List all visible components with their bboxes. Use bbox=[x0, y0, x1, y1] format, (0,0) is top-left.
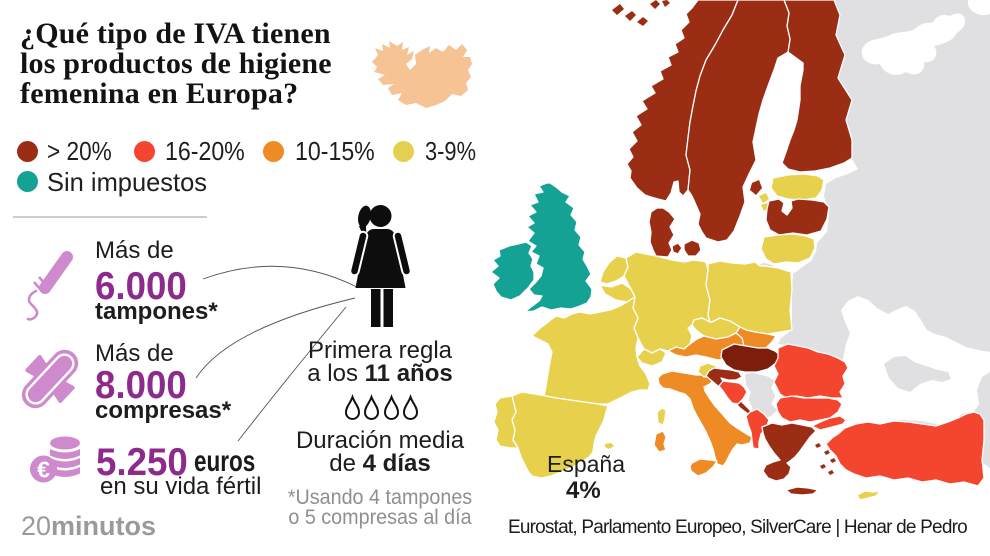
svg-text:€: € bbox=[37, 457, 50, 483]
